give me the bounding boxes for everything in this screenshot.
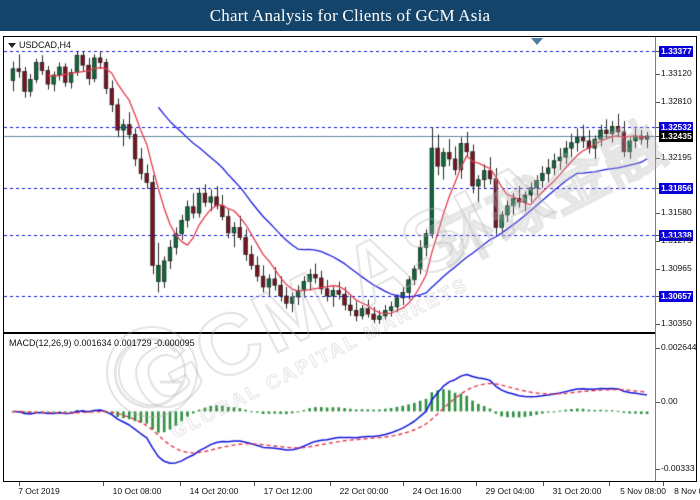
- time-axis-label: 5 Nov 08:00: [620, 486, 666, 496]
- time-axis-tick: [19, 482, 20, 486]
- macd-axis-tick: [656, 401, 660, 403]
- time-axis-label: 8 Nov 00:00: [674, 486, 700, 496]
- price-axis[interactable]: 1.33377 1.33120 1.32810 1.32532 1.32435 1.321…: [655, 37, 696, 481]
- symbol-label: USDCAD,H4: [19, 40, 72, 50]
- time-axis-label: 29 Oct 04:00: [485, 486, 535, 496]
- price-axis-label: 1.32195: [661, 151, 692, 162]
- price-axis-label: 1.30965: [661, 262, 692, 273]
- time-axis-label: 31 Oct 20:00: [552, 486, 602, 496]
- price-axis-label: 1.31275: [661, 234, 692, 245]
- price-axis-tick: [656, 296, 660, 298]
- price-axis-label: 1.30350: [661, 318, 692, 328]
- time-axis-tick: [663, 482, 664, 486]
- time-axis: 7 Oct 2019 10 Oct 08:00 14 Oct 20:00 17 Oct…: [3, 482, 700, 499]
- price-axis-label[interactable]: 1.32532: [659, 122, 693, 134]
- macd-axis-tick: [656, 469, 660, 470]
- time-axis-label: 10 Oct 08:00: [112, 486, 162, 496]
- candlestick-canvas: [4, 37, 655, 332]
- time-axis-tick: [543, 482, 544, 486]
- price-axis-tick: [656, 51, 660, 52]
- time-axis-tick: [609, 482, 610, 486]
- time-axis-label: 14 Oct 20:00: [189, 486, 239, 496]
- macd-axis-tick: [656, 348, 660, 349]
- macd-axis-label: 0.00: [661, 395, 678, 406]
- price-axis-label: 1.32810: [661, 96, 692, 107]
- chevron-down-icon[interactable]: [8, 42, 16, 48]
- price-axis-label[interactable]: 1.33377: [659, 46, 693, 57]
- page-title: Chart Analysis for Clients of GCM Asia: [209, 6, 491, 25]
- price-axis-tick: [656, 74, 660, 76]
- time-axis-tick: [403, 482, 404, 486]
- time-axis-label: 22 Oct 00:00: [339, 486, 389, 496]
- app-header: Chart Analysis for Clients of GCM Asia: [0, 0, 700, 31]
- macd-axis-label: 0.002644: [661, 342, 697, 352]
- time-axis-tick: [180, 482, 181, 486]
- price-chart-pane[interactable]: USDCAD,H4: [4, 37, 655, 334]
- macd-axis-label: -0.00333: [661, 463, 695, 473]
- price-axis-tick: [656, 157, 660, 159]
- time-axis-tick: [103, 482, 104, 486]
- time-axis-label: 7 Oct 2019: [18, 486, 60, 496]
- time-axis-tick: [476, 482, 477, 486]
- price-axis-tick: [656, 234, 660, 236]
- price-axis-label: 1.31580: [661, 207, 692, 218]
- current-price-label[interactable]: 1.32435: [659, 130, 693, 142]
- price-axis-label[interactable]: 1.30657: [659, 291, 693, 303]
- triangle-down-marker: [531, 38, 543, 45]
- time-axis-label: 17 Oct 12:00: [263, 486, 313, 496]
- symbol-selector[interactable]: USDCAD,H4: [8, 39, 71, 51]
- price-axis-tick: [656, 135, 660, 137]
- price-axis-tick: [656, 213, 660, 215]
- time-axis-label: 24 Oct 16:00: [412, 486, 462, 496]
- chart-frame: USDCAD,H4 MACD(12,26,9) 0.001634 0.00172…: [3, 36, 697, 482]
- time-axis-tick: [254, 482, 255, 486]
- price-axis-tick: [656, 127, 660, 129]
- price-axis-label: 1.33120: [661, 68, 692, 79]
- price-axis-label[interactable]: 1.31856: [659, 183, 693, 195]
- price-axis-tick: [656, 324, 660, 325]
- macd-parameter-label: MACD(12,26,9) 0.001634 0.001729 -0.00009…: [9, 338, 195, 348]
- time-axis-tick: [330, 482, 331, 486]
- price-axis-tick: [656, 240, 660, 242]
- price-axis-tick: [656, 268, 660, 270]
- price-axis-tick: [656, 102, 660, 104]
- macd-canvas: [4, 336, 655, 481]
- macd-indicator-pane[interactable]: MACD(12,26,9) 0.001634 0.001729 -0.00009…: [4, 336, 655, 481]
- price-axis-label[interactable]: 1.31338: [659, 229, 693, 241]
- price-axis-tick: [656, 188, 660, 190]
